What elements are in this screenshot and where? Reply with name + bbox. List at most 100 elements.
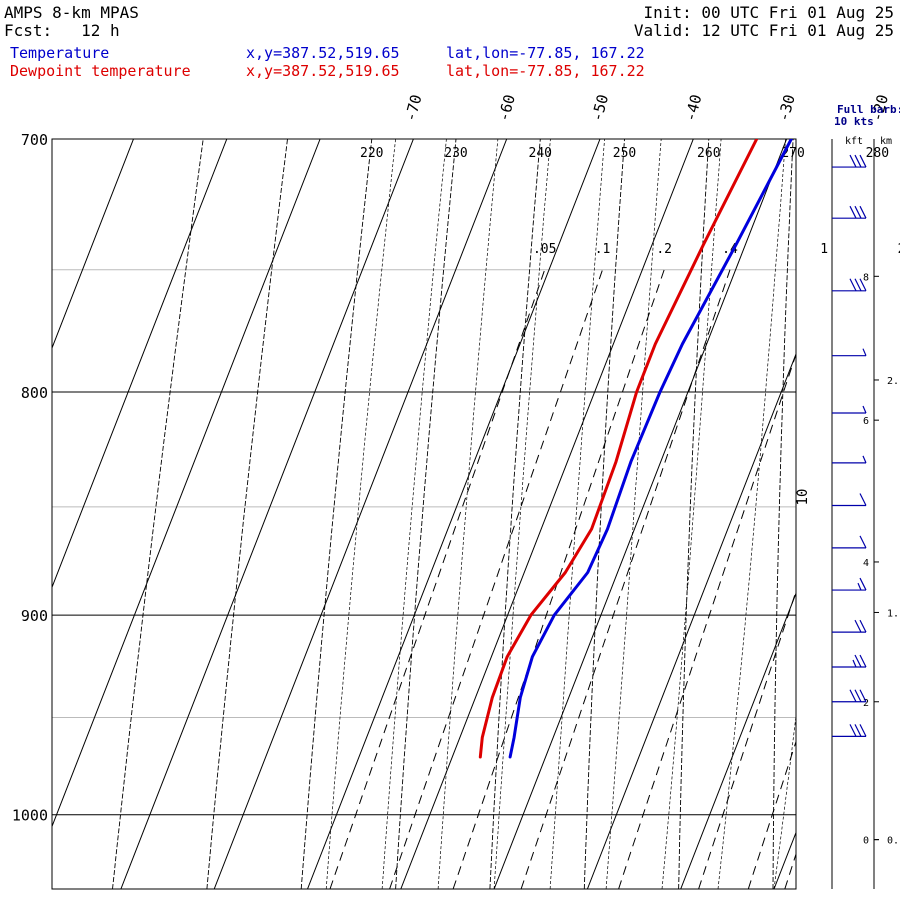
forecast-hour: Fcst: 12 h — [4, 21, 120, 40]
init-time: Init: 00 UTC Fri 01 Aug 25 — [643, 3, 894, 22]
isotherm-line — [52, 139, 134, 350]
dry-adiabat-line — [867, 139, 878, 889]
wind-barb — [832, 724, 867, 738]
isotherm-line — [493, 139, 788, 889]
wind-barb-flag — [859, 619, 867, 633]
kft-tick-label: 6 — [863, 416, 869, 427]
wind-barb-flag — [854, 689, 862, 703]
isotherm-line — [213, 139, 508, 889]
wind-barb — [832, 154, 867, 168]
wind-barb-flag — [849, 154, 857, 168]
wind-barb — [832, 689, 867, 703]
wind-barb-flag — [854, 619, 862, 633]
mixing-ratio-label: .1 — [595, 242, 611, 257]
wind-barb-flag — [859, 535, 867, 549]
mixing-ratio-line — [389, 269, 603, 889]
wind-barb — [832, 619, 867, 633]
mixing-ratio-line — [618, 352, 796, 889]
dry-adiabat-label: 280 — [866, 146, 889, 161]
mixing-ratio-line — [747, 740, 796, 889]
moist-adiabat-line — [381, 139, 447, 889]
moist-adiabat-line — [437, 139, 499, 889]
dry-adiabat-line — [112, 139, 204, 889]
dry-adiabat-line — [206, 139, 288, 889]
wind-barb-flag — [849, 724, 857, 737]
mixing-ratio-line — [329, 269, 546, 889]
wind-barb — [832, 348, 867, 357]
wind-barb-flag — [859, 278, 867, 292]
kft-tick-label: 2 — [863, 698, 869, 709]
kft-tick-label: 4 — [863, 558, 869, 569]
dry-adiabat-label: 240 — [529, 146, 552, 161]
kft-tick-label: 8 — [863, 272, 869, 283]
dry-adiabat-line — [489, 139, 541, 889]
wind-barb-half-flag — [857, 582, 862, 591]
wind-barb — [832, 535, 867, 549]
mixing-ratio-line — [698, 589, 796, 889]
dry-adiabat-label: 230 — [444, 146, 467, 161]
isotherm-line — [867, 139, 900, 889]
model-title: AMPS 8-km MPAS — [4, 3, 139, 22]
wind-barb-flag — [859, 724, 867, 737]
mixing-ratio-label: .2 — [656, 242, 672, 257]
isotherm-line — [52, 139, 228, 589]
wind-barb — [832, 278, 867, 292]
wind-barb — [832, 654, 867, 668]
moist-adiabat-line — [493, 139, 551, 889]
wind-barb-flag — [854, 154, 862, 168]
kft-axis-label: kft — [845, 136, 863, 147]
wind-barb-flag — [859, 205, 867, 219]
wind-barb-flag — [849, 205, 857, 219]
isotherm-line — [586, 352, 796, 889]
plot-frame — [51, 138, 797, 890]
isotherm-line — [52, 139, 321, 828]
dry-adiabat-line — [300, 139, 373, 889]
wind-barb — [832, 577, 867, 591]
wind-barb-flag — [854, 278, 862, 292]
legend-temperature-latlon: lat,lon=-77.85, 167.22 — [446, 44, 645, 62]
isotherm-line — [307, 139, 601, 889]
mixing-ratio-line — [784, 852, 796, 889]
pressure-tick-label: 1000 — [12, 807, 48, 825]
wind-barb — [832, 405, 867, 414]
kft-tick-label: 0 — [863, 836, 869, 847]
wind-barb-half-flag — [862, 455, 867, 464]
wind-barb-half-flag — [862, 405, 867, 414]
wind-barb — [832, 455, 867, 464]
dry-adiabat-line — [678, 139, 710, 889]
mixing-ratio-line — [452, 269, 665, 889]
temperature-tick-label: -60 — [495, 93, 519, 124]
dry-adiabat-label: 260 — [697, 146, 720, 161]
moist-adiabat-line — [830, 139, 900, 889]
dewpoint-profile-line — [478, 139, 759, 759]
wind-barb-flag — [849, 689, 857, 703]
legend-temperature-xy: x,y=387.52,519.65 — [246, 44, 400, 62]
wind-barb-flag — [859, 654, 867, 668]
legend-temperature: Temperature — [10, 44, 110, 62]
pressure-tick-label: 900 — [21, 607, 48, 625]
wind-barb — [832, 493, 867, 507]
mixing-ratio-line — [520, 269, 731, 889]
barb-key-value: 10 kts — [834, 115, 874, 128]
wind-barb-flag — [859, 577, 867, 591]
wind-barb-flag — [854, 724, 862, 737]
moist-adiabat-line — [773, 712, 796, 889]
isotherm-line — [400, 139, 694, 889]
isotherm-line — [0, 139, 40, 889]
dry-adiabat-label: 220 — [360, 146, 383, 161]
wind-barb-flag — [859, 154, 867, 168]
wind-barb-half-flag — [862, 348, 867, 356]
isotherm-line — [773, 831, 796, 889]
temperature-profile-line — [508, 139, 793, 759]
theta-e-label: 10 — [795, 489, 811, 506]
pressure-tick-label: 700 — [21, 131, 48, 149]
mixing-ratio-label: 1 — [820, 242, 828, 257]
temperature-tick-label: -50 — [588, 93, 612, 124]
temperature-tick-label: -70 — [401, 93, 425, 124]
dry-adiabat-line — [395, 139, 457, 889]
pressure-tick-label: 800 — [21, 384, 48, 402]
wind-barb-flag — [859, 689, 867, 703]
temperature-tick-label: -40 — [681, 93, 705, 124]
wind-barb-flag — [854, 654, 862, 668]
legend-dewpoint-latlon: lat,lon=-77.85, 167.22 — [446, 62, 645, 80]
